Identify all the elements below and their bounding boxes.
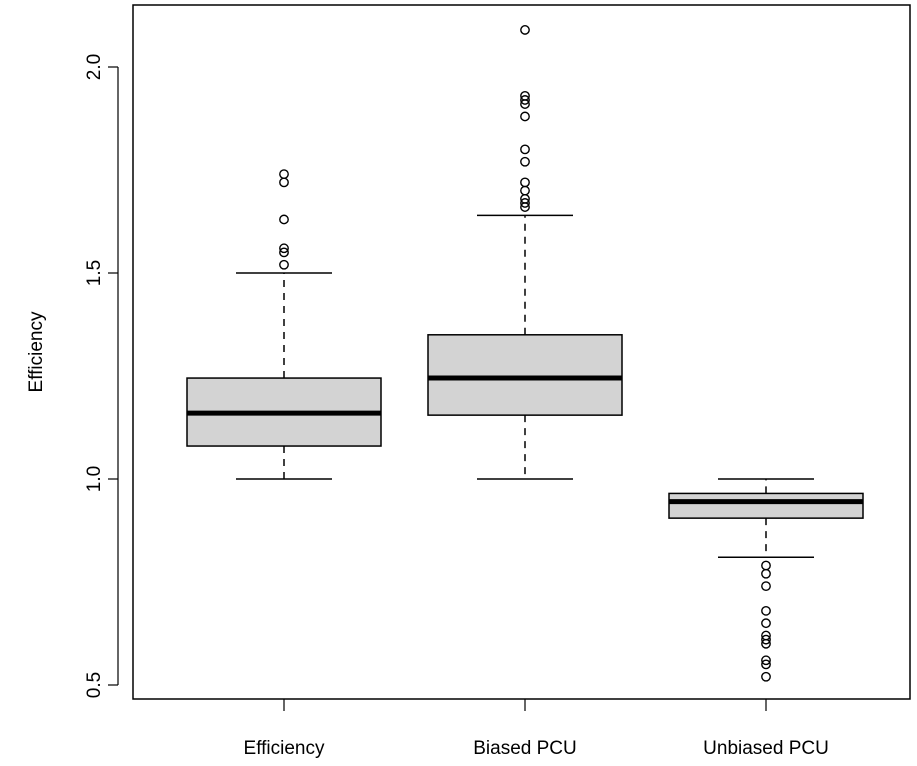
plot-frame — [132, 4, 911, 700]
outlier-point — [761, 671, 771, 682]
outlier-point — [761, 634, 771, 645]
outlier-point — [279, 259, 289, 270]
outlier-point — [279, 214, 289, 225]
outlier-point — [520, 95, 530, 105]
outlier-point — [520, 156, 530, 167]
outlier-point — [761, 605, 771, 616]
outlier-point — [279, 177, 289, 188]
outlier-point — [279, 247, 289, 258]
outlier-point — [520, 25, 530, 35]
y-tick-label: 0.5 — [84, 672, 105, 698]
outlier-point — [520, 177, 530, 188]
outlier-point — [279, 243, 289, 254]
y-tick-label: 2.0 — [84, 54, 105, 80]
outlier-point — [761, 659, 771, 670]
outlier-point — [520, 90, 530, 101]
outlier-point — [520, 111, 530, 122]
x-tick-label: Efficiency — [244, 738, 325, 759]
x-tick-label: Unbiased PCU — [703, 738, 829, 759]
y-tick-label: 1.5 — [84, 260, 105, 286]
outlier-point — [279, 169, 289, 180]
outlier-point — [761, 581, 771, 592]
y-axis-label: Efficiency — [26, 311, 47, 392]
box-unbiased-pcu — [668, 478, 864, 682]
outlier-point — [761, 618, 771, 629]
box-efficiency — [186, 169, 382, 480]
box-biased-pcu — [427, 25, 623, 480]
boxes-group — [186, 25, 864, 682]
x-axis-ticks: Efficiency Biased PCU Unbiased PCU — [244, 699, 829, 759]
outlier-point — [520, 185, 530, 196]
outlier-point — [520, 198, 530, 208]
box-iqr — [427, 334, 623, 416]
y-axis-ticks: 0.5 1.0 1.5 2.0 — [84, 54, 118, 698]
outlier-point — [761, 568, 771, 579]
y-tick-label: 1.0 — [84, 466, 105, 492]
outlier-point — [761, 560, 771, 571]
outlier-point — [761, 655, 771, 666]
x-tick-label: Biased PCU — [473, 738, 577, 759]
outlier-point — [520, 144, 530, 155]
outlier-point — [761, 630, 771, 641]
box-iqr — [668, 492, 864, 519]
